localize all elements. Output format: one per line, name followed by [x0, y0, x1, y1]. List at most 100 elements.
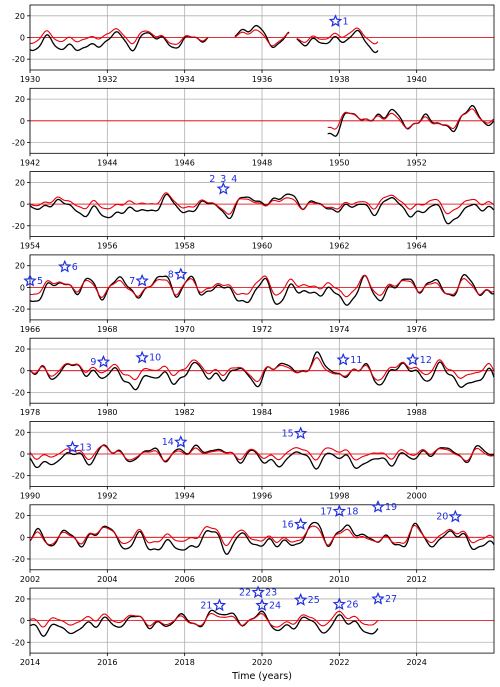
x-tick-label: 1960 — [252, 242, 272, 251]
x-tick-label: 2000 — [406, 492, 426, 501]
y-tick-label: -20 — [12, 138, 25, 147]
event-star-marker — [58, 259, 72, 273]
x-tick-label: 1950 — [329, 158, 349, 167]
event-star-marker — [293, 426, 308, 440]
event-label: 5 — [37, 276, 43, 287]
x-tick-label: 1938 — [329, 75, 349, 84]
event-label: 4 — [231, 174, 237, 185]
y-tick-label: -20 — [12, 222, 25, 231]
series-line-red — [29, 524, 495, 547]
series-line-black — [29, 31, 209, 52]
x-tick-label: 1982 — [174, 408, 194, 417]
event-label: 2 — [209, 174, 215, 185]
event-label: 20 — [436, 512, 448, 523]
event-star-marker — [251, 585, 265, 599]
event-label: 16 — [282, 519, 294, 530]
y-tick-label: 0 — [20, 533, 25, 542]
event-star-marker — [293, 592, 308, 606]
event-star-marker — [371, 499, 385, 513]
event-star-marker — [174, 267, 188, 281]
panel-4: -20 0 20 1966 1968 1970 1972 1974 1976 5 6 7 8 — [12, 254, 495, 334]
y-tick-label: 0 — [20, 283, 25, 292]
series-line-red — [29, 274, 495, 298]
x-tick-label: 1962 — [329, 242, 349, 251]
x-tick-label: 1954 — [20, 242, 40, 251]
x-tick-label: 1998 — [329, 492, 349, 501]
series-line-black — [234, 24, 290, 49]
series-line-black — [29, 193, 495, 225]
x-tick-label: 1970 — [174, 325, 194, 334]
x-tick-label: 1996 — [252, 492, 272, 501]
event-star-marker — [293, 517, 308, 530]
panel-8: -20 0 20 2014 2016 2018 2020 2022 2024 21 22 23 24 25… — [12, 585, 495, 667]
x-tick-label: 2020 — [252, 658, 272, 667]
series-line-black — [296, 29, 379, 54]
y-tick-label: 20 — [15, 345, 25, 354]
x-tick-label: 2014 — [20, 658, 40, 667]
x-tick-label: 1968 — [97, 325, 117, 334]
series-line-red — [29, 445, 495, 462]
series-line-red — [296, 27, 379, 45]
panel-5: -20 0 20 1978 1980 1982 1984 1986 1988 9 10 11 12 — [12, 337, 495, 417]
event-label: 9 — [90, 357, 96, 368]
series-line-red — [29, 192, 495, 215]
x-tick-label: 2010 — [329, 575, 349, 584]
event-star-marker — [174, 435, 188, 448]
x-tick-label: 1972 — [252, 325, 272, 334]
x-tick-label: 1934 — [174, 75, 194, 84]
x-tick-label: 2008 — [252, 575, 272, 584]
x-tick-label: 1956 — [97, 242, 117, 251]
event-star-marker — [212, 598, 227, 612]
x-tick-label: 1984 — [252, 408, 272, 417]
y-tick-label: 0 — [20, 367, 25, 376]
x-tick-label: 2012 — [406, 575, 426, 584]
event-star-marker — [135, 273, 149, 287]
event-star-marker — [448, 509, 463, 523]
event-label: 15 — [282, 428, 294, 439]
y-tick-label: -20 — [12, 638, 25, 647]
series-line-red — [29, 28, 209, 45]
x-tick-label: 1986 — [329, 408, 349, 417]
x-tick-label: 2004 — [97, 575, 117, 584]
x-tick-label: 2018 — [174, 658, 194, 667]
event-star-marker — [96, 354, 111, 368]
y-tick-label: 20 — [15, 262, 25, 271]
series-line-red — [29, 357, 495, 383]
event-label: 22 — [239, 587, 251, 598]
event-label: 1 — [342, 16, 348, 27]
event-label: 7 — [129, 276, 135, 287]
y-tick-label: 20 — [15, 178, 25, 187]
y-tick-label: -20 — [12, 555, 25, 564]
event-star-marker — [332, 597, 347, 611]
x-tick-label: 1958 — [174, 242, 194, 251]
event-star-marker — [371, 591, 385, 605]
event-label: 3 — [220, 174, 226, 185]
event-label: 13 — [80, 443, 92, 454]
y-tick-label: 0 — [20, 117, 25, 126]
event-star-marker — [336, 352, 350, 366]
x-axis-title: Time (years) — [231, 671, 292, 682]
panel-3: -20 0 20 1954 1956 1958 1960 1962 1964 2 3 4 — [12, 171, 495, 251]
panel-6: -20 0 20 1990 1992 1994 1996 1998 2000 13 14 15 — [12, 421, 495, 501]
event-star-marker — [332, 504, 347, 517]
y-tick-label: 0 — [20, 34, 25, 43]
x-tick-label: 2002 — [20, 575, 40, 584]
x-tick-label: 1952 — [406, 158, 426, 167]
event-star-marker — [406, 352, 420, 366]
series-line-black — [29, 521, 495, 555]
x-tick-label: 2006 — [174, 575, 194, 584]
event-label: 14 — [162, 437, 174, 448]
y-tick-label: 0 — [20, 200, 25, 209]
y-tick-label: 20 — [15, 428, 25, 437]
event-star-marker — [135, 350, 149, 364]
y-tick-label: -20 — [12, 305, 25, 314]
x-tick-label: 1964 — [406, 242, 426, 251]
event-star-marker — [255, 598, 269, 612]
series-line-red — [29, 610, 379, 628]
event-star-marker — [65, 440, 80, 454]
event-label: 11 — [350, 355, 362, 366]
event-label: 6 — [72, 262, 78, 273]
y-tick-label: 0 — [20, 450, 25, 459]
y-tick-label: 20 — [15, 12, 25, 21]
y-tick-label: -20 — [12, 472, 25, 481]
